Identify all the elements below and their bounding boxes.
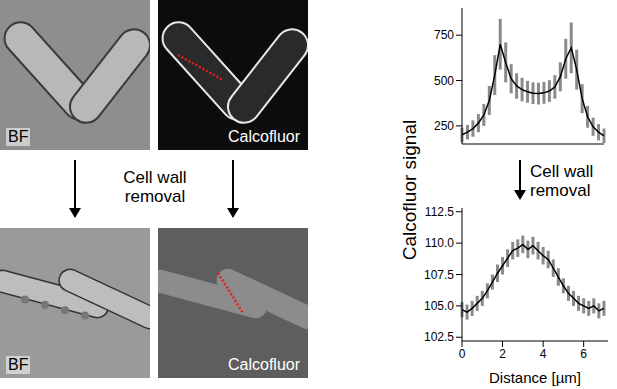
svg-text:250: 250 bbox=[434, 119, 454, 133]
svg-text:0: 0 bbox=[459, 347, 466, 361]
html-text:Calcofluor: Calcofluor bbox=[228, 356, 300, 373]
svg-text:750: 750 bbox=[434, 28, 454, 42]
svg-text:2: 2 bbox=[499, 347, 506, 361]
html-text:Cell wall removal: Cell wall removal bbox=[530, 162, 594, 200]
svg-text:500: 500 bbox=[434, 74, 454, 88]
svg-text:6: 6 bbox=[580, 347, 587, 361]
html-text:Calcofluor: Calcofluor bbox=[228, 128, 300, 145]
svg-text:Distance [µm]: Distance [µm] bbox=[489, 369, 581, 386]
svg-text:102.5: 102.5 bbox=[424, 330, 454, 344]
svg-text:110.0: 110.0 bbox=[425, 236, 454, 250]
svg-text:107.5: 107.5 bbox=[424, 268, 454, 282]
html-text:BF: BF bbox=[8, 356, 29, 373]
html-text:Calcofluor signal: Calcofluor signal bbox=[399, 119, 420, 261]
html-text:BF: BF bbox=[8, 128, 29, 145]
svg-text:105.0: 105.0 bbox=[424, 299, 454, 313]
svg-text:112.5: 112.5 bbox=[425, 205, 454, 219]
svg-text:4: 4 bbox=[540, 347, 547, 361]
html-text:Cell wall removal: Cell wall removal bbox=[123, 168, 187, 206]
